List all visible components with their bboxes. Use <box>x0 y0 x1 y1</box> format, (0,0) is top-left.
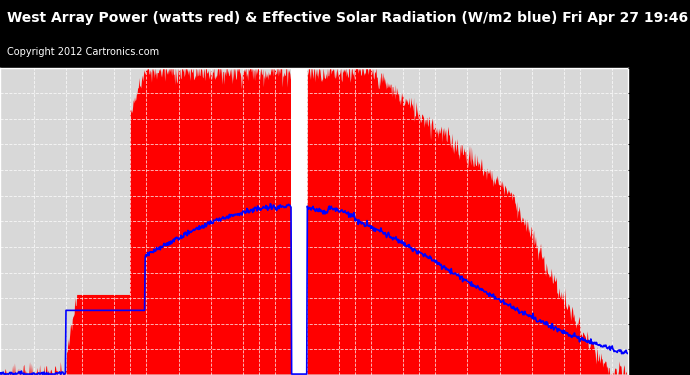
Text: Copyright 2012 Cartronics.com: Copyright 2012 Cartronics.com <box>7 47 159 57</box>
Bar <box>291 68 307 375</box>
Text: West Array Power (watts red) & Effective Solar Radiation (W/m2 blue) Fri Apr 27 : West Array Power (watts red) & Effective… <box>7 11 688 25</box>
